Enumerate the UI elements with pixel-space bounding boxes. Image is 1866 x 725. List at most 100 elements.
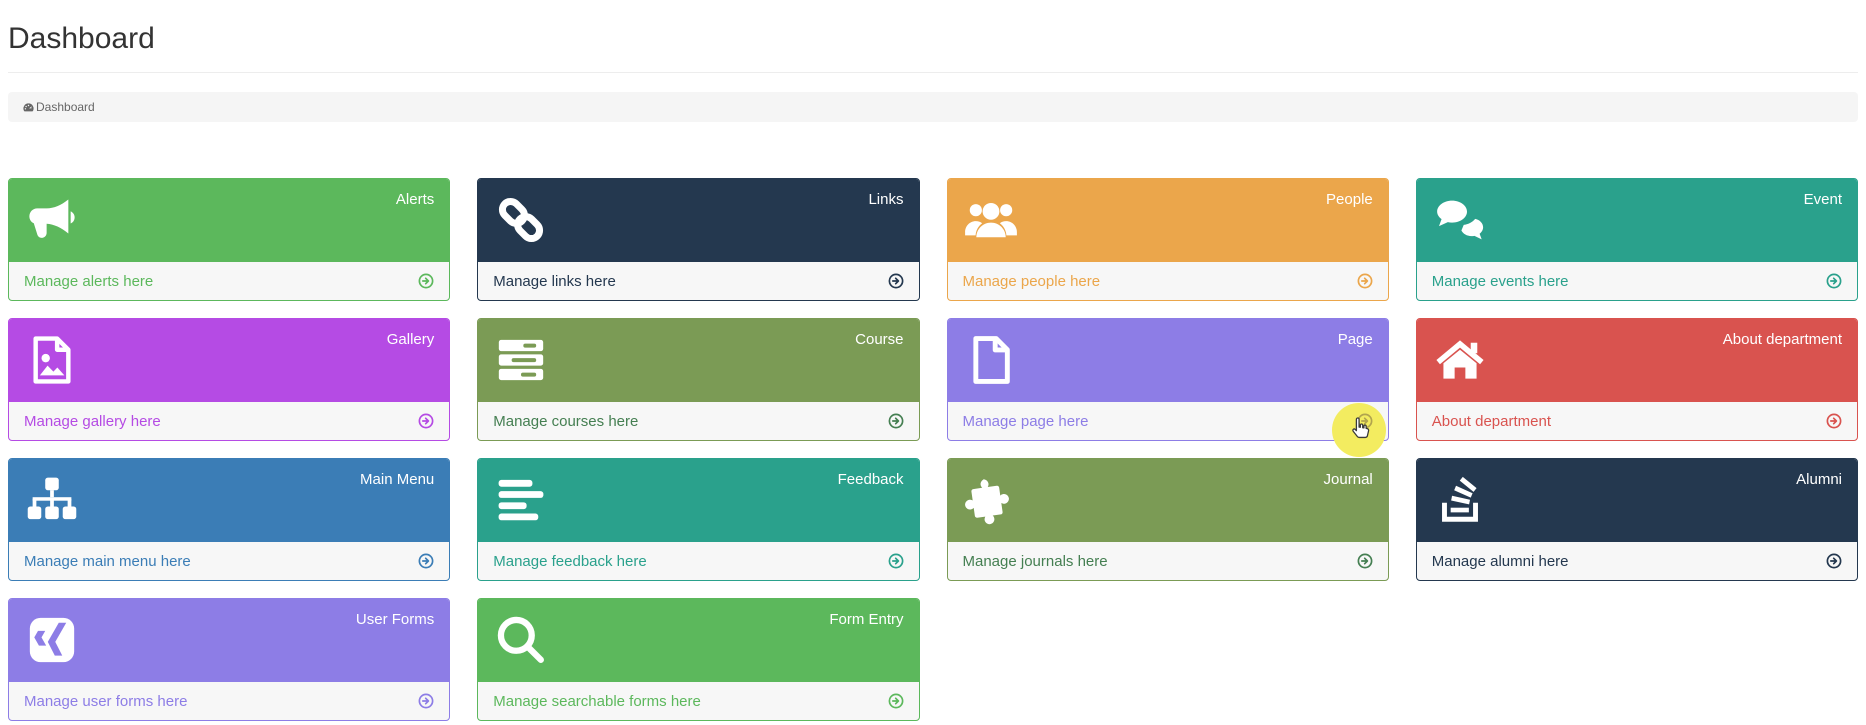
tile-title: Page bbox=[1337, 331, 1373, 348]
main-content: Dashboard Dashboard Alerts Manage alerts… bbox=[0, 22, 1866, 721]
tile-footer-link[interactable]: Manage page here bbox=[948, 402, 1388, 457]
arrow-circle-right-icon[interactable] bbox=[1826, 553, 1842, 569]
tile-footer-link[interactable]: Manage gallery here bbox=[9, 402, 449, 440]
tile-title: People bbox=[1326, 191, 1373, 208]
tile-heading[interactable]: Main Menu bbox=[9, 459, 450, 542]
tile-footer-label: About department bbox=[1431, 412, 1551, 430]
breadcrumb-item-dashboard: Dashboard bbox=[22, 100, 95, 114]
tile-footer-label: Manage courses here bbox=[493, 412, 639, 430]
tile-title: Gallery bbox=[386, 331, 435, 348]
server-icon bbox=[493, 332, 549, 388]
tile-heading[interactable]: Alumni bbox=[1416, 459, 1857, 542]
tile-title: Journal bbox=[1323, 471, 1373, 488]
tile-title: Event bbox=[1803, 191, 1842, 208]
tile-heading[interactable]: User Forms bbox=[9, 599, 450, 682]
arrow-circle-right-icon[interactable] bbox=[418, 413, 434, 429]
tile-footer-label: Manage alerts here bbox=[24, 272, 154, 290]
tile-footer-link[interactable]: Manage user forms here bbox=[9, 682, 449, 720]
search-icon bbox=[493, 612, 549, 668]
dashboard-icon bbox=[22, 101, 35, 114]
dashboard-tile[interactable]: Journal Manage journals here bbox=[946, 458, 1389, 581]
tile-footer-link[interactable]: Manage feedback here bbox=[478, 542, 918, 580]
tile-heading[interactable]: Links bbox=[478, 179, 919, 262]
tile-title: Feedback bbox=[837, 471, 904, 488]
tile-heading[interactable]: Event bbox=[1416, 179, 1857, 262]
tile-footer-link[interactable]: Manage people here bbox=[948, 262, 1388, 300]
users-icon bbox=[963, 192, 1019, 248]
chain-icon bbox=[493, 192, 549, 248]
tile-grid: Alerts Manage alerts here Links Manage l… bbox=[8, 178, 1858, 721]
tile-heading[interactable]: Alerts bbox=[9, 179, 450, 262]
breadcrumb-label: Dashboard bbox=[36, 100, 95, 114]
tile-footer-label: Manage people here bbox=[962, 272, 1101, 290]
arrow-circle-right-icon[interactable] bbox=[418, 553, 434, 569]
tile-heading[interactable]: Journal bbox=[947, 459, 1388, 542]
dashboard-tile[interactable]: Form Entry Manage searchable forms here bbox=[477, 598, 920, 721]
tile-footer-link[interactable]: Manage journals here bbox=[948, 542, 1388, 580]
tile-footer-label: Manage links here bbox=[493, 272, 616, 290]
tile-footer-label: Manage journals here bbox=[962, 552, 1108, 570]
file-icon bbox=[963, 332, 1019, 388]
dashboard-tile[interactable]: About department About department bbox=[1415, 318, 1858, 441]
dashboard-tile[interactable]: Event Manage events here bbox=[1415, 178, 1858, 301]
bullhorn-icon bbox=[24, 192, 80, 248]
home-icon bbox=[1432, 332, 1488, 388]
tile-heading[interactable]: Feedback bbox=[478, 459, 919, 542]
file-image-icon bbox=[24, 332, 80, 388]
tile-footer-link[interactable]: Manage links here bbox=[478, 262, 918, 300]
tile-title: Links bbox=[868, 191, 904, 208]
tile-footer-label: Manage searchable forms here bbox=[493, 692, 701, 710]
dashboard-tile[interactable]: Gallery Manage gallery here bbox=[8, 318, 451, 441]
dashboard-tile[interactable]: Main Menu Manage main menu here bbox=[8, 458, 451, 581]
sitemap-icon bbox=[24, 472, 80, 528]
arrow-circle-right-icon[interactable] bbox=[888, 273, 904, 289]
dashboard-tile[interactable]: Alumni Manage alumni here bbox=[1415, 458, 1858, 581]
tile-footer-label: Manage user forms here bbox=[24, 692, 188, 710]
arrow-circle-right-icon[interactable] bbox=[1826, 413, 1842, 429]
tile-footer-link[interactable]: Manage events here bbox=[1417, 262, 1857, 300]
tile-footer-label: Manage main menu here bbox=[24, 552, 191, 570]
tile-heading[interactable]: People bbox=[947, 179, 1388, 262]
tile-heading[interactable]: Course bbox=[478, 319, 919, 402]
tile-footer-link[interactable]: About department bbox=[1417, 402, 1857, 440]
arrow-circle-right-icon[interactable] bbox=[418, 273, 434, 289]
arrow-circle-right-icon[interactable] bbox=[1357, 553, 1373, 569]
tile-title: Alumni bbox=[1796, 471, 1842, 488]
tile-heading[interactable]: Form Entry bbox=[478, 599, 919, 682]
tile-footer-label: Manage gallery here bbox=[24, 412, 161, 430]
tile-footer-link[interactable]: Manage alerts here bbox=[9, 262, 449, 300]
tile-footer-link[interactable]: Manage alumni here bbox=[1417, 542, 1857, 580]
dashboard-tile[interactable]: Course Manage courses here bbox=[477, 318, 920, 441]
hand-cursor-icon bbox=[1351, 417, 1370, 439]
dashboard-tile[interactable]: Page Manage page here bbox=[946, 318, 1389, 457]
arrow-circle-right-icon[interactable] bbox=[1357, 273, 1373, 289]
breadcrumb: Dashboard bbox=[8, 92, 1858, 122]
dashboard-tile[interactable]: People Manage people here bbox=[946, 178, 1389, 301]
tile-heading[interactable]: Page bbox=[947, 319, 1388, 402]
dashboard-tile[interactable]: User Forms Manage user forms here bbox=[8, 598, 451, 721]
tile-footer-label: Manage feedback here bbox=[493, 552, 647, 570]
dashboard-tile[interactable]: Links Manage links here bbox=[477, 178, 920, 301]
tile-heading[interactable]: About department bbox=[1416, 319, 1857, 402]
arrow-circle-right-icon[interactable] bbox=[1826, 273, 1842, 289]
dashboard-tile[interactable]: Alerts Manage alerts here bbox=[8, 178, 451, 301]
arrow-circle-right-icon[interactable] bbox=[888, 693, 904, 709]
stack-overflow-icon bbox=[1432, 472, 1488, 528]
arrow-circle-right-icon[interactable] bbox=[888, 413, 904, 429]
tile-title: Course bbox=[855, 331, 904, 348]
tile-title: Alerts bbox=[395, 191, 435, 208]
align-left-icon bbox=[493, 472, 549, 528]
arrow-circle-right-icon[interactable] bbox=[418, 693, 434, 709]
tile-footer-link[interactable]: Manage main menu here bbox=[9, 542, 449, 580]
arrow-circle-right-icon[interactable] bbox=[888, 553, 904, 569]
tile-title: Form Entry bbox=[829, 611, 904, 628]
tile-footer-link[interactable]: Manage searchable forms here bbox=[478, 682, 918, 720]
comments-icon bbox=[1432, 192, 1488, 248]
tile-title: Main Menu bbox=[360, 471, 435, 488]
tile-heading[interactable]: Gallery bbox=[9, 319, 450, 402]
tile-title: User Forms bbox=[355, 611, 435, 628]
dashboard-tile[interactable]: Feedback Manage feedback here bbox=[477, 458, 920, 581]
xing-icon bbox=[24, 612, 80, 668]
puzzle-piece-icon bbox=[963, 472, 1019, 528]
tile-footer-link[interactable]: Manage courses here bbox=[478, 402, 918, 440]
